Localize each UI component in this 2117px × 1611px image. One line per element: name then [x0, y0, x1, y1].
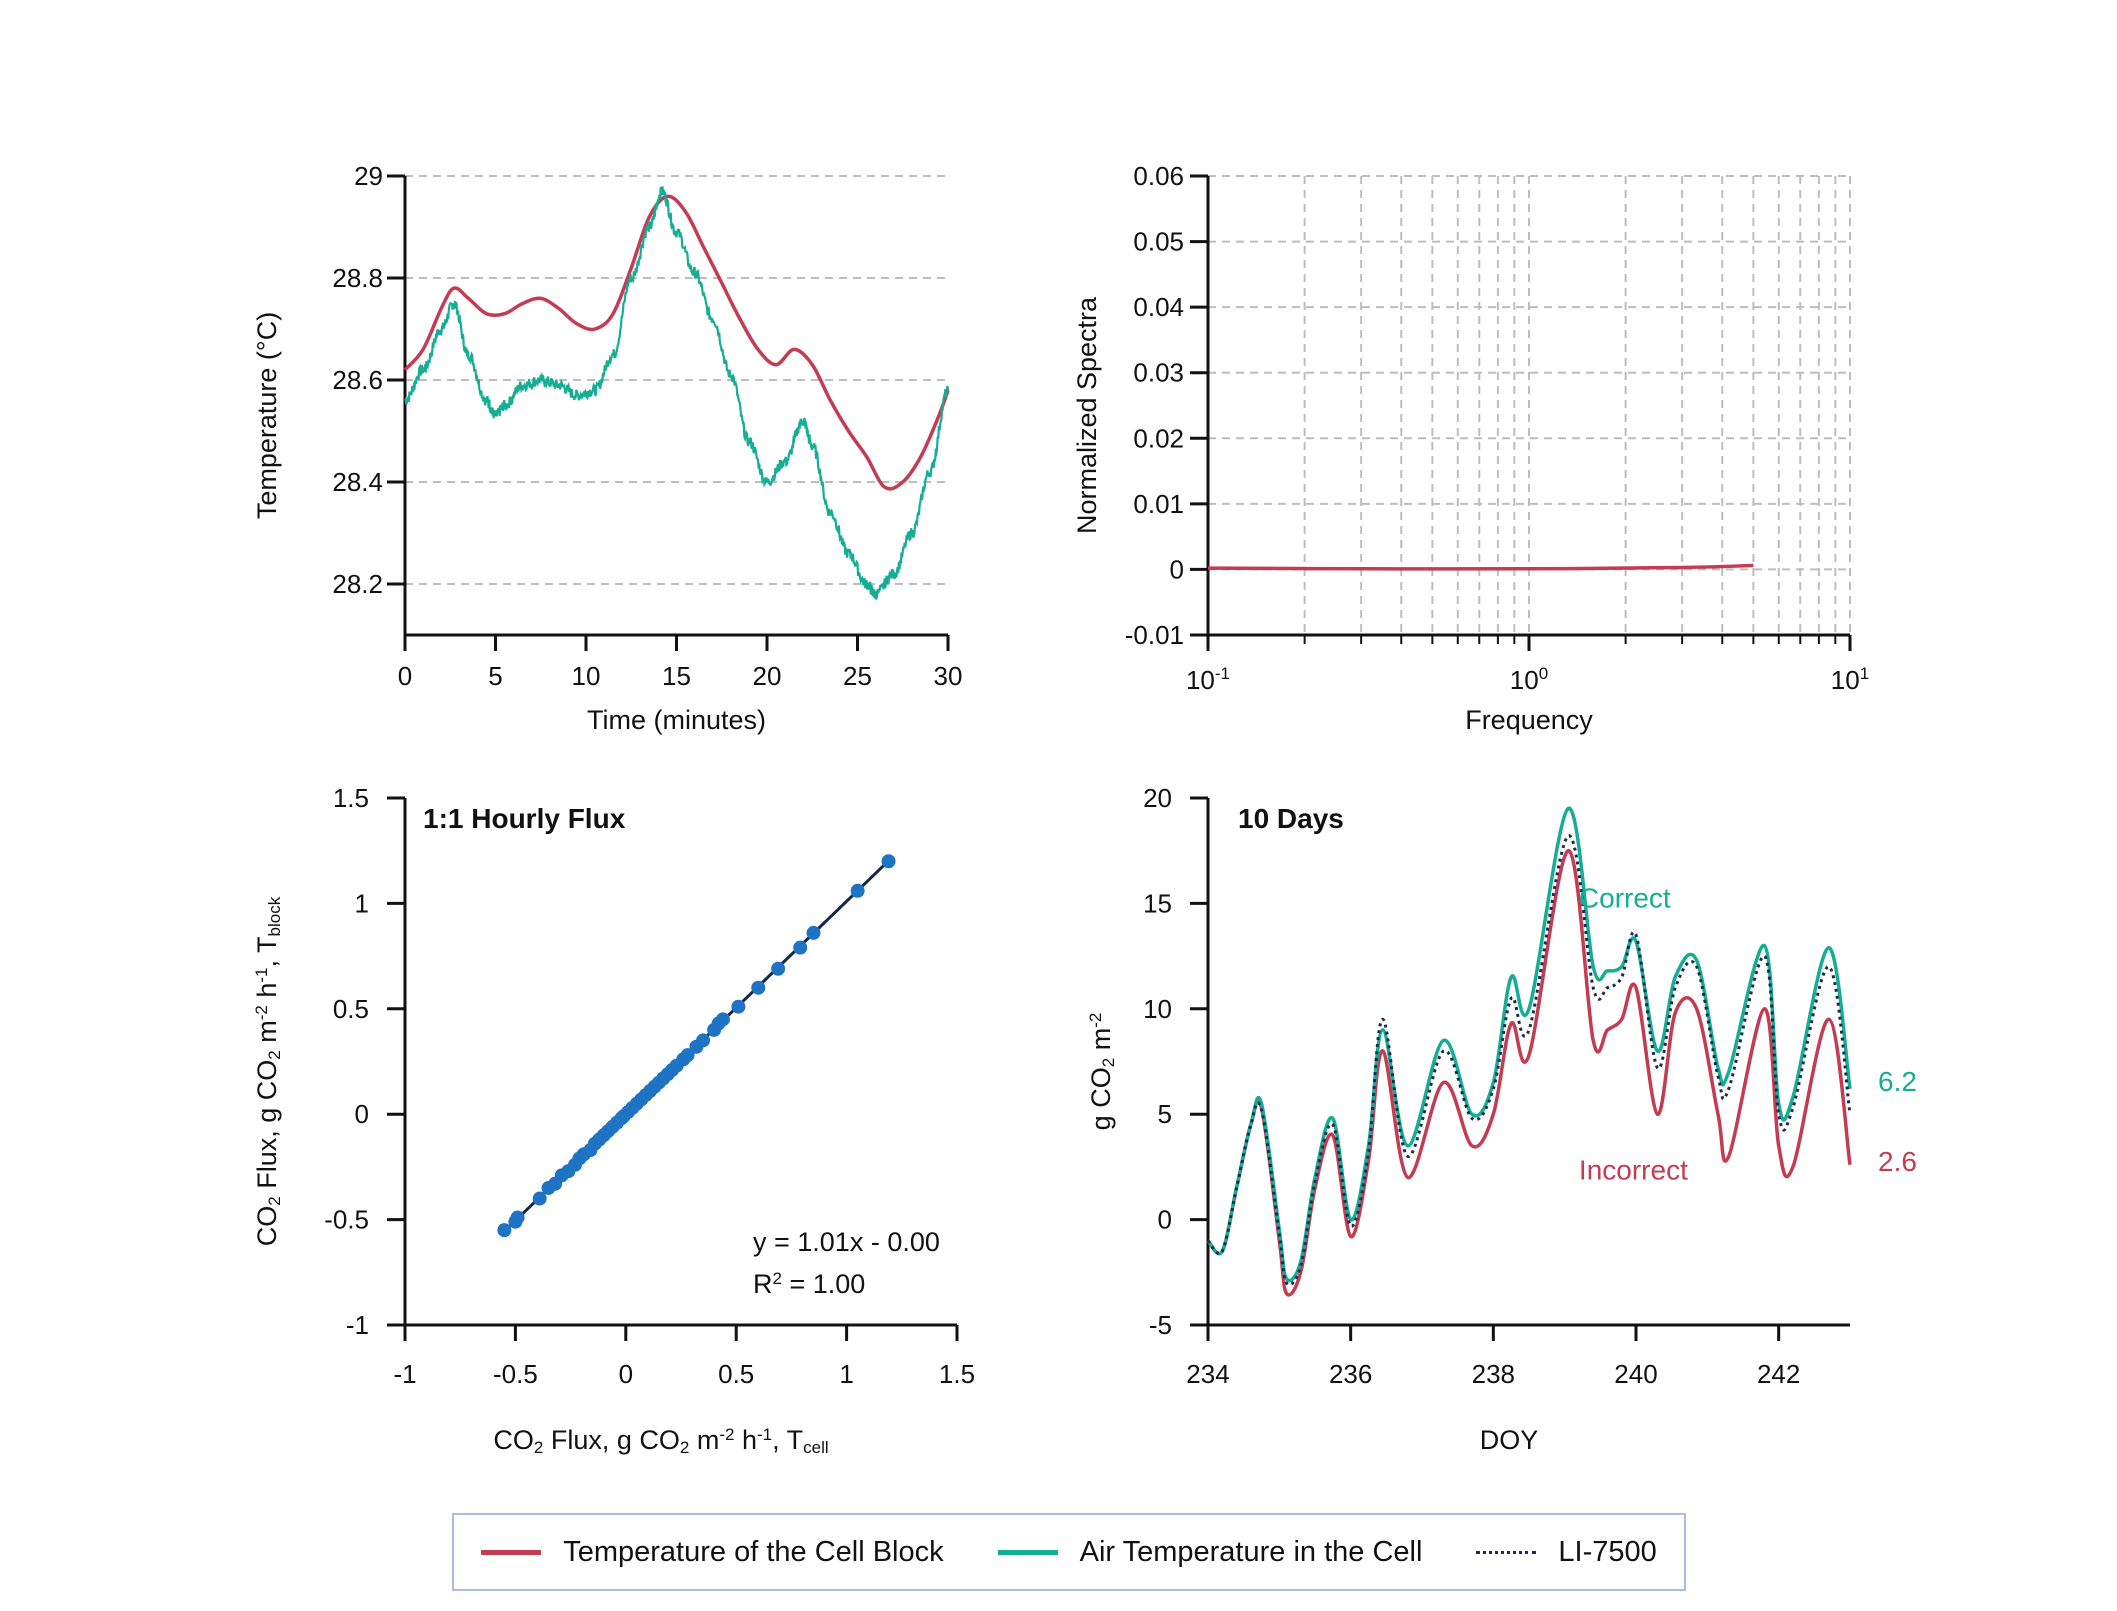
days-y-tick-label: 10	[1143, 994, 1172, 1024]
flux-r-squared: R2 = 1.00	[753, 1269, 865, 1299]
spec-x-tick-label: 101	[1831, 664, 1869, 695]
flux-y-tick-label: 0	[355, 1099, 369, 1129]
spec-y-tick-label: 0.06	[1133, 161, 1184, 191]
temp-x-tick-label: 0	[398, 661, 412, 691]
days-title: 10 Days	[1238, 803, 1344, 834]
days-x-tick-label: 236	[1329, 1359, 1372, 1389]
temp-y-tick-label: 28.2	[332, 569, 383, 599]
flux-equation: y = 1.01x - 0.00	[753, 1227, 940, 1257]
days-y-tick-label: 5	[1158, 1099, 1172, 1129]
days-y-axis-label: g CO2 m-2	[1086, 1013, 1119, 1131]
legend-label-block: Temperature of the Cell Block	[563, 1535, 944, 1568]
spec-x-tick-label: 100	[1510, 664, 1548, 695]
flux-x-tick-label: 0	[619, 1359, 633, 1389]
temperature-plot: 28.2 28.4 28.6 28.8 29 0 5 10 15 20 25 30 Time (minu…	[252, 161, 962, 735]
flux-y-tick-label: 1	[355, 888, 369, 918]
temp-series-block-line	[403, 194, 950, 491]
flux-y-tick-label: -1	[346, 1310, 369, 1340]
legend: Temperature of the Cell Block Air Temper…	[452, 1513, 1686, 1591]
temp-x-tick-label: 30	[934, 661, 963, 691]
flux-y-axis-label: CO2 Flux, g CO2 m-2 h-1, Tblock	[252, 896, 285, 1246]
days-x-tick-label: 234	[1186, 1359, 1229, 1389]
flux-y-tick-label: 1.5	[333, 783, 369, 813]
temp-x-tick-label: 25	[843, 661, 872, 691]
spec-y-tick-label: 0.04	[1133, 292, 1184, 322]
days-y-tick-label: 15	[1143, 888, 1172, 918]
days-end-value-incorrect: 2.6	[1878, 1146, 1917, 1177]
flux-title: 1:1 Hourly Flux	[423, 803, 626, 834]
flux-y-tick-label: 0.5	[333, 994, 369, 1024]
temp-x-tick-label: 20	[753, 661, 782, 691]
legend-item-li7500: LI-7500	[1476, 1535, 1657, 1569]
temp-x-axis-label: Time (minutes)	[587, 705, 766, 735]
flux-x-tick-label: 1.5	[939, 1359, 975, 1389]
temp-x-tick-label: 10	[572, 661, 601, 691]
spec-y-tick-label: 0.03	[1133, 358, 1184, 388]
flux-point	[510, 1210, 525, 1225]
spec-y-axis-label: Normalized Spectra	[1072, 296, 1102, 534]
days-x-tick-label: 238	[1472, 1359, 1515, 1389]
flux-point	[793, 940, 808, 955]
spec-y-tick-label: 0.01	[1133, 489, 1184, 519]
days-y-tick-label: 20	[1143, 783, 1172, 813]
flux-point	[715, 1012, 730, 1027]
flux-point	[881, 854, 896, 869]
spec-y-tick-label: 0.05	[1133, 227, 1184, 257]
flux-point	[731, 999, 746, 1014]
flux-point	[771, 961, 786, 976]
ten-days-plot: -5 0 5 10 15 20 234 236 238 240 242 10 Days DOY g CO2…	[1086, 783, 1917, 1455]
temp-series-cell-line	[404, 186, 950, 600]
days-label-correct: Correct	[1579, 883, 1671, 914]
spec-series-block-line	[1207, 563, 1754, 571]
temp-y-tick-label: 28.6	[332, 365, 383, 395]
days-x-axis-label: DOY	[1480, 1425, 1539, 1455]
days-series-correct-line	[1206, 806, 1852, 1283]
days-y-tick-label: -5	[1149, 1310, 1172, 1340]
flux-y-tick-label: -0.5	[324, 1205, 369, 1235]
hourly-flux-plot: -1 -0.5 0 0.5 1 1.5 -1 -0.5 0 0.5 1 1.5 1:1 Hourly F…	[252, 783, 975, 1457]
legend-item-cell: Air Temperature in the Cell	[997, 1535, 1423, 1569]
flux-point	[680, 1048, 695, 1063]
spec-y-tick-label: -0.01	[1125, 620, 1184, 650]
temp-y-tick-label: 28.4	[332, 467, 383, 497]
flux-x-axis-label: CO2 Flux, g CO2 m-2 h-1, Tcell	[493, 1425, 828, 1458]
days-series-incorrect-line	[1206, 848, 1852, 1297]
flux-x-tick-label: -0.5	[493, 1359, 538, 1389]
days-y-tick-label: 0	[1158, 1205, 1172, 1235]
flux-point	[497, 1223, 512, 1238]
spec-x-tick-label: 10-1	[1186, 664, 1230, 695]
flux-x-tick-label: -1	[393, 1359, 416, 1389]
days-label-incorrect: Incorrect	[1579, 1155, 1688, 1186]
legend-item-block: Temperature of the Cell Block	[481, 1535, 944, 1569]
temp-y-axis-label: Temperature (°C)	[252, 312, 282, 519]
spec-y-tick-label: 0.02	[1133, 423, 1184, 453]
legend-swatch-cell	[997, 1549, 1058, 1555]
legend-swatch-li7500	[1476, 1550, 1537, 1554]
days-end-value-correct: 6.2	[1878, 1066, 1917, 1097]
spectra-plot: -0.01 0 0.01 0.02 0.03 0.04 0.05 0.06 10-1 100 101…	[1072, 161, 1869, 735]
days-x-tick-label: 240	[1614, 1359, 1657, 1389]
temp-y-tick-label: 28.8	[332, 263, 383, 293]
flux-x-tick-label: 0.5	[718, 1359, 754, 1389]
flux-x-tick-label: 1	[839, 1359, 853, 1389]
legend-swatch-block	[481, 1549, 542, 1555]
flux-point	[696, 1033, 711, 1048]
days-series-li7500-line	[1206, 834, 1852, 1287]
flux-point	[850, 883, 865, 898]
temp-y-tick-label: 29	[354, 161, 383, 191]
legend-label-cell: Air Temperature in the Cell	[1079, 1535, 1423, 1568]
spec-x-axis-label: Frequency	[1465, 705, 1593, 735]
days-x-tick-label: 242	[1757, 1359, 1800, 1389]
spec-y-tick-label: 0	[1170, 554, 1184, 584]
flux-point	[751, 980, 766, 995]
legend-label-li7500: LI-7500	[1558, 1535, 1657, 1568]
temp-x-tick-label: 5	[488, 661, 502, 691]
flux-point	[532, 1191, 547, 1206]
flux-point	[806, 925, 821, 940]
temp-x-tick-label: 15	[662, 661, 691, 691]
